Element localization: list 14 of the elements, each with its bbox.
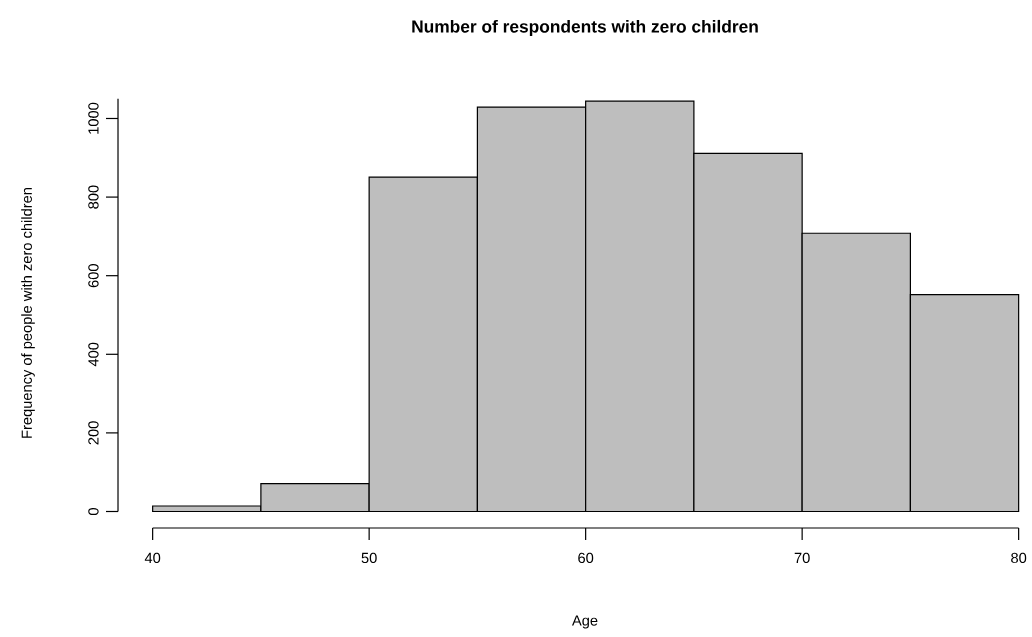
x-tick-label: 40 bbox=[144, 552, 161, 564]
x-axis-title: Age bbox=[571, 615, 598, 629]
y-tick-label: 800 bbox=[88, 185, 99, 209]
y-tick-label: 0 bbox=[88, 508, 99, 516]
y-tick-label: 200 bbox=[88, 421, 99, 445]
x-tick-label: 50 bbox=[361, 552, 377, 564]
x-tick-label: 60 bbox=[578, 552, 594, 564]
x-tick-label: 80 bbox=[1011, 552, 1027, 564]
y-tick-label: 1000 bbox=[88, 102, 99, 134]
y-tick-label: 600 bbox=[88, 264, 99, 288]
chart-title: Number of respondents with zero children bbox=[412, 19, 758, 37]
y-axis-title: Frequency of people with zero children bbox=[21, 188, 35, 438]
y-tick-label: 400 bbox=[88, 342, 99, 367]
x-tick-label: 70 bbox=[794, 552, 810, 564]
